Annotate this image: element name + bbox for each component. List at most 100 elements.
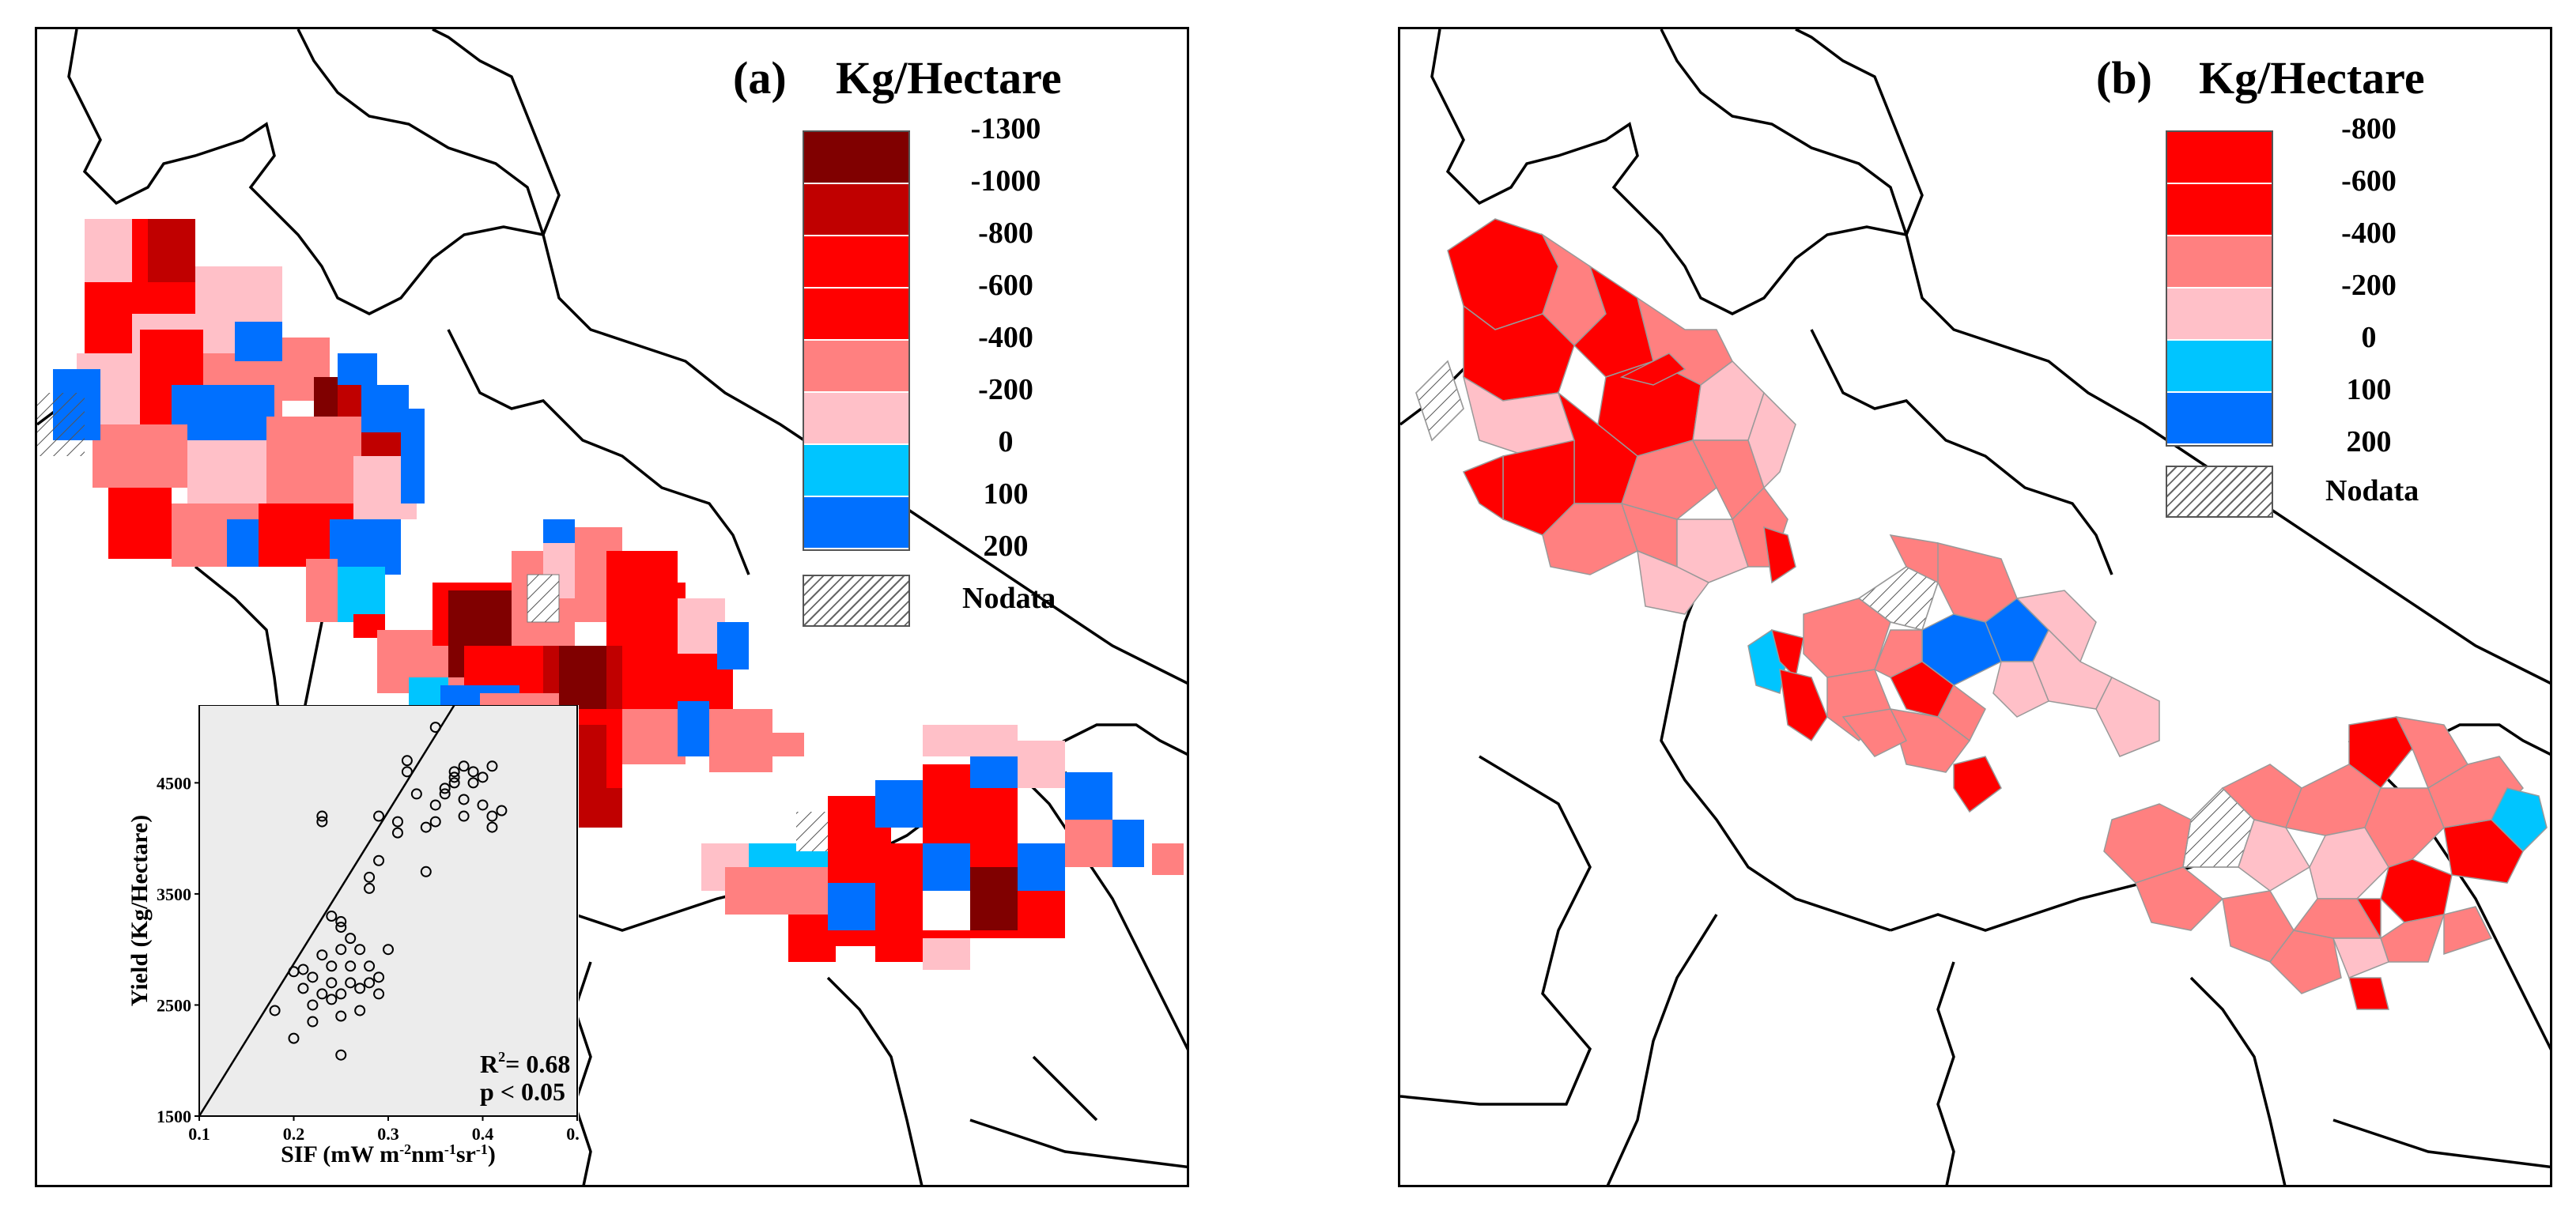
scatter-point [458, 794, 470, 805]
districts-center [1747, 534, 2160, 813]
scatter-point [345, 977, 357, 989]
scatter-point [335, 944, 347, 956]
scatter-point [458, 810, 470, 822]
scatter-point [335, 922, 347, 933]
scatter-point [316, 810, 328, 822]
legend-nodata-label-a: Nodata [962, 582, 1056, 615]
legend-label: 200 [983, 530, 1029, 563]
scatter-point [335, 1010, 347, 1022]
legend-swatch [804, 497, 908, 549]
scatter-point [307, 1016, 319, 1028]
scatter-point [467, 777, 479, 789]
map-panel-b: (b) Kg/Hectare Nodata -800 -600 -400 -200 0 1… [1398, 27, 2552, 1187]
scatter-point [335, 988, 347, 1000]
scatter-point [335, 1049, 347, 1061]
scatter-point [373, 988, 385, 1000]
scatter-point [448, 771, 460, 783]
legend-swatch [804, 184, 908, 236]
panel-label-b: (b) [2096, 52, 2152, 104]
scatter-point [373, 810, 385, 822]
legend-nodata-swatch-b [2166, 466, 2273, 518]
raster-region-southeast [701, 725, 1184, 970]
scatter-point [307, 999, 319, 1011]
scatter-point [496, 805, 508, 817]
legend-nodata-swatch-a [803, 575, 910, 627]
legend-label: -200 [978, 373, 1033, 406]
scatter-point [439, 788, 451, 800]
legend-nodata-label-b: Nodata [2325, 474, 2419, 507]
scatter-point [486, 760, 498, 772]
inset-r2-label: R2= 0.68 [480, 1049, 570, 1078]
legend-swatch [2167, 184, 2272, 236]
legend-title-b: Kg/Hectare [2199, 52, 2425, 104]
scatter-point [364, 871, 376, 883]
scatter-point [326, 994, 338, 1005]
scatter-point [326, 960, 338, 972]
scatter-point [326, 911, 338, 922]
inset-scatter-plot: 0.1 0.2 0.3 0.4 0.5 1500 2500 3500 4500 SIF (mW … [120, 705, 579, 1167]
scatter-point [467, 766, 479, 778]
legend-swatch [804, 236, 908, 289]
scatter-point [316, 988, 328, 1000]
scatter-point [326, 977, 338, 989]
scatter-point [354, 983, 366, 994]
y-tick-label: 2500 [157, 995, 191, 1015]
scatter-point [345, 960, 357, 972]
scatter-point [288, 1032, 300, 1044]
districts-southeast [2103, 716, 2548, 1010]
legend-label: -1000 [970, 164, 1041, 198]
scatter-point [391, 827, 403, 839]
scatter-point [486, 821, 498, 833]
x-tick-label: 0.1 [188, 1124, 210, 1144]
scatter-point [364, 882, 376, 894]
scatter-point [364, 977, 376, 989]
legend-swatch [2167, 393, 2272, 445]
legend-swatch [2167, 236, 2272, 289]
scatter-point [410, 788, 422, 800]
legend-swatch [804, 393, 908, 445]
districts-northwest [1415, 218, 1796, 615]
legend-label: 200 [2346, 425, 2392, 458]
scatter-point [335, 916, 347, 928]
inset-y-axis-label: Yield (Kg/Hectare) [127, 815, 153, 1006]
scatter-point [429, 816, 441, 828]
x-tick-label: 0.3 [377, 1124, 399, 1144]
scatter-point [354, 1005, 366, 1016]
scatter-point [420, 821, 432, 833]
y-tick-label: 1500 [157, 1107, 191, 1126]
scatter-point [345, 933, 357, 945]
scatter-point [439, 783, 451, 794]
scatter-point [297, 964, 309, 975]
legend-swatches-a [803, 130, 910, 551]
inset-points [269, 722, 508, 1061]
scatter-point [477, 799, 489, 811]
scatter-point [354, 944, 366, 956]
scatter-point [477, 771, 489, 783]
scatter-point [448, 766, 460, 778]
legend-label: -400 [978, 321, 1033, 354]
legend-label: -800 [978, 217, 1033, 250]
scatter-point [448, 777, 460, 789]
legend-label: -400 [2341, 217, 2397, 250]
scatter-point [383, 944, 394, 956]
x-tick-label: 0.2 [283, 1124, 305, 1144]
legend-swatch [2167, 341, 2272, 393]
legend-label: -200 [2341, 269, 2397, 302]
scatter-point [486, 810, 498, 822]
legend-swatch [804, 445, 908, 497]
legend-swatch [804, 289, 908, 341]
legend-label: -1300 [970, 112, 1041, 145]
x-tick-label: 0.4 [472, 1124, 494, 1144]
map-panel-a: (a) Kg/Hectare Nodata 0.1 0.2 0.3 0.4 0.5 150… [35, 27, 1189, 1187]
scatter-point [373, 854, 385, 866]
scatter-point [307, 971, 319, 983]
scatter-point [316, 816, 328, 828]
legend-label: 100 [983, 477, 1029, 511]
scatter-point [420, 866, 432, 877]
legend-label: -600 [978, 269, 1033, 302]
scatter-point [364, 960, 376, 972]
legend-label: 0 [998, 425, 1014, 458]
legend-label: 100 [2346, 373, 2392, 406]
scatter-point [316, 949, 328, 961]
y-tick-label: 3500 [157, 884, 191, 904]
